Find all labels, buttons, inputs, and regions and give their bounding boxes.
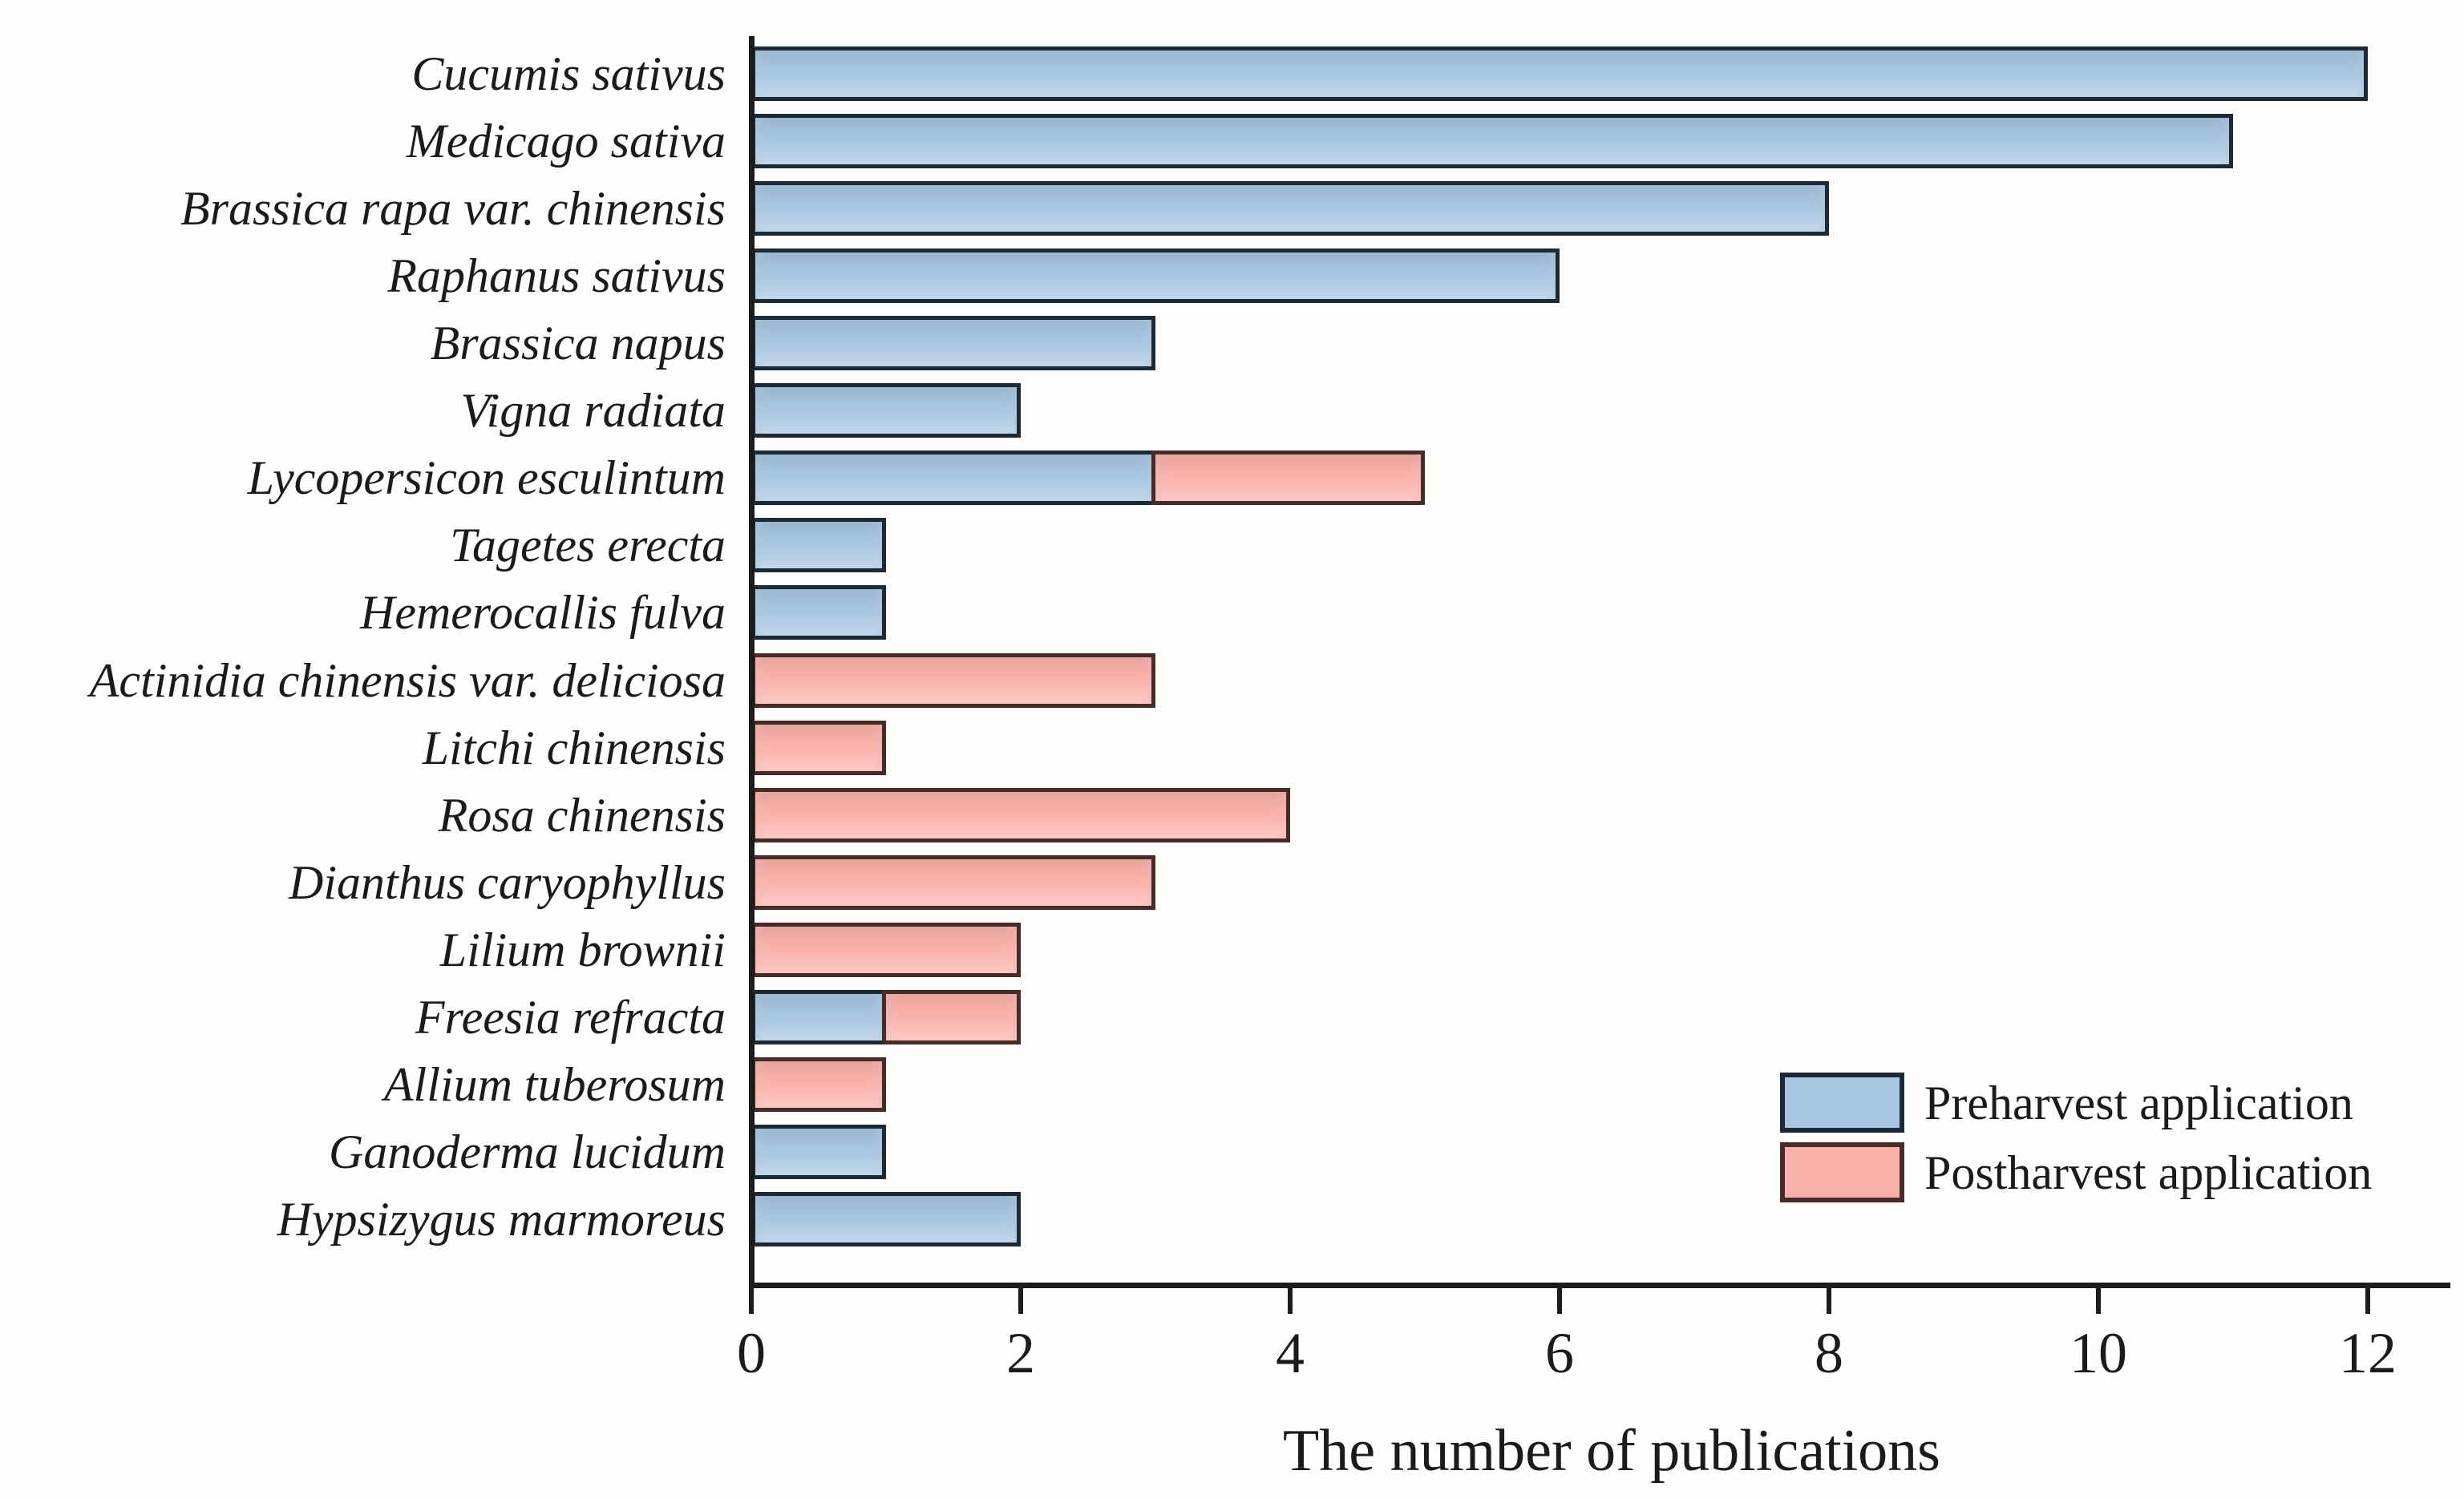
bar-segment-preharvest xyxy=(751,114,2233,168)
category-label: Litchi chinensis xyxy=(422,721,726,774)
category-label: Rosa chinensis xyxy=(438,789,726,842)
category-label: Actinidia chinensis var. deliciosa xyxy=(89,654,726,707)
x-tick-label-8: 8 xyxy=(1815,1321,1843,1385)
category-label: Hemerocallis fulva xyxy=(359,586,726,639)
category-label: Freesia refracta xyxy=(415,991,726,1044)
bar-segment-postharvest xyxy=(751,923,1021,977)
category-label: Dianthus caryophyllus xyxy=(289,856,726,909)
bar-segment-preharvest xyxy=(751,518,886,572)
x-tick-mark-6 xyxy=(1557,1287,1562,1314)
x-tick-label-12: 12 xyxy=(2339,1321,2397,1385)
category-label: Vigna radiata xyxy=(460,384,726,437)
bar-segment-preharvest xyxy=(751,585,886,640)
bar-segment-preharvest xyxy=(751,1125,886,1179)
bar-segment-postharvest xyxy=(751,855,1155,910)
x-tick-mark-12 xyxy=(2365,1287,2370,1314)
x-tick-mark-10 xyxy=(2096,1287,2101,1314)
category-label: Brassica rapa var. chinensis xyxy=(180,182,726,235)
x-axis-title: The number of publications xyxy=(1283,1418,1940,1484)
x-tick-mark-0 xyxy=(749,1287,754,1314)
category-label: Brassica napus xyxy=(430,317,726,370)
x-tick-mark-2 xyxy=(1018,1287,1023,1314)
bar-segment-preharvest xyxy=(751,248,1560,303)
bar-segment-postharvest xyxy=(751,1057,886,1112)
legend-label-preharvest: Preharvest application xyxy=(1924,1077,2353,1129)
bar-segment-postharvest xyxy=(751,653,1155,708)
category-label: Tagetes erecta xyxy=(450,519,726,572)
category-label: Lycopersicon esculintum xyxy=(247,451,726,504)
category-label: Medicago sativa xyxy=(406,115,726,168)
bar-segment-postharvest xyxy=(751,721,886,775)
bar-segment-preharvest xyxy=(751,46,2368,101)
legend-swatch-preharvest xyxy=(1780,1073,1904,1133)
legend-swatch-postharvest xyxy=(1780,1142,1904,1202)
x-tick-label-2: 2 xyxy=(1006,1321,1035,1385)
x-tick-label-4: 4 xyxy=(1276,1321,1305,1385)
category-label: Ganoderma lucidum xyxy=(329,1125,726,1178)
x-tick-label-0: 0 xyxy=(737,1321,766,1385)
x-tick-mark-4 xyxy=(1288,1287,1293,1314)
x-tick-mark-8 xyxy=(1827,1287,1831,1314)
category-label: Lilium brownii xyxy=(439,923,726,976)
x-axis-spine xyxy=(749,1283,2450,1288)
category-label: Raphanus sativus xyxy=(387,249,726,302)
bar-segment-postharvest xyxy=(751,788,1290,842)
category-label: Hypsizygus marmoreus xyxy=(277,1193,726,1246)
category-label: Allium tuberosum xyxy=(383,1058,726,1111)
x-tick-label-10: 10 xyxy=(2070,1321,2127,1385)
legend-label-postharvest: Postharvest application xyxy=(1924,1146,2373,1199)
bar-segment-preharvest xyxy=(751,383,1021,438)
bar-segment-postharvest xyxy=(1151,451,1425,505)
bar-segment-preharvest xyxy=(751,181,1829,236)
x-tick-label-6: 6 xyxy=(1545,1321,1574,1385)
bar-segment-preharvest xyxy=(751,990,886,1044)
bar-segment-preharvest xyxy=(751,316,1155,370)
category-label: Cucumis sativus xyxy=(411,47,726,100)
bar-segment-preharvest xyxy=(751,1192,1021,1246)
bar-segment-preharvest xyxy=(751,451,1155,505)
bar-segment-postharvest xyxy=(882,990,1021,1044)
y-axis-spine xyxy=(749,36,755,1288)
